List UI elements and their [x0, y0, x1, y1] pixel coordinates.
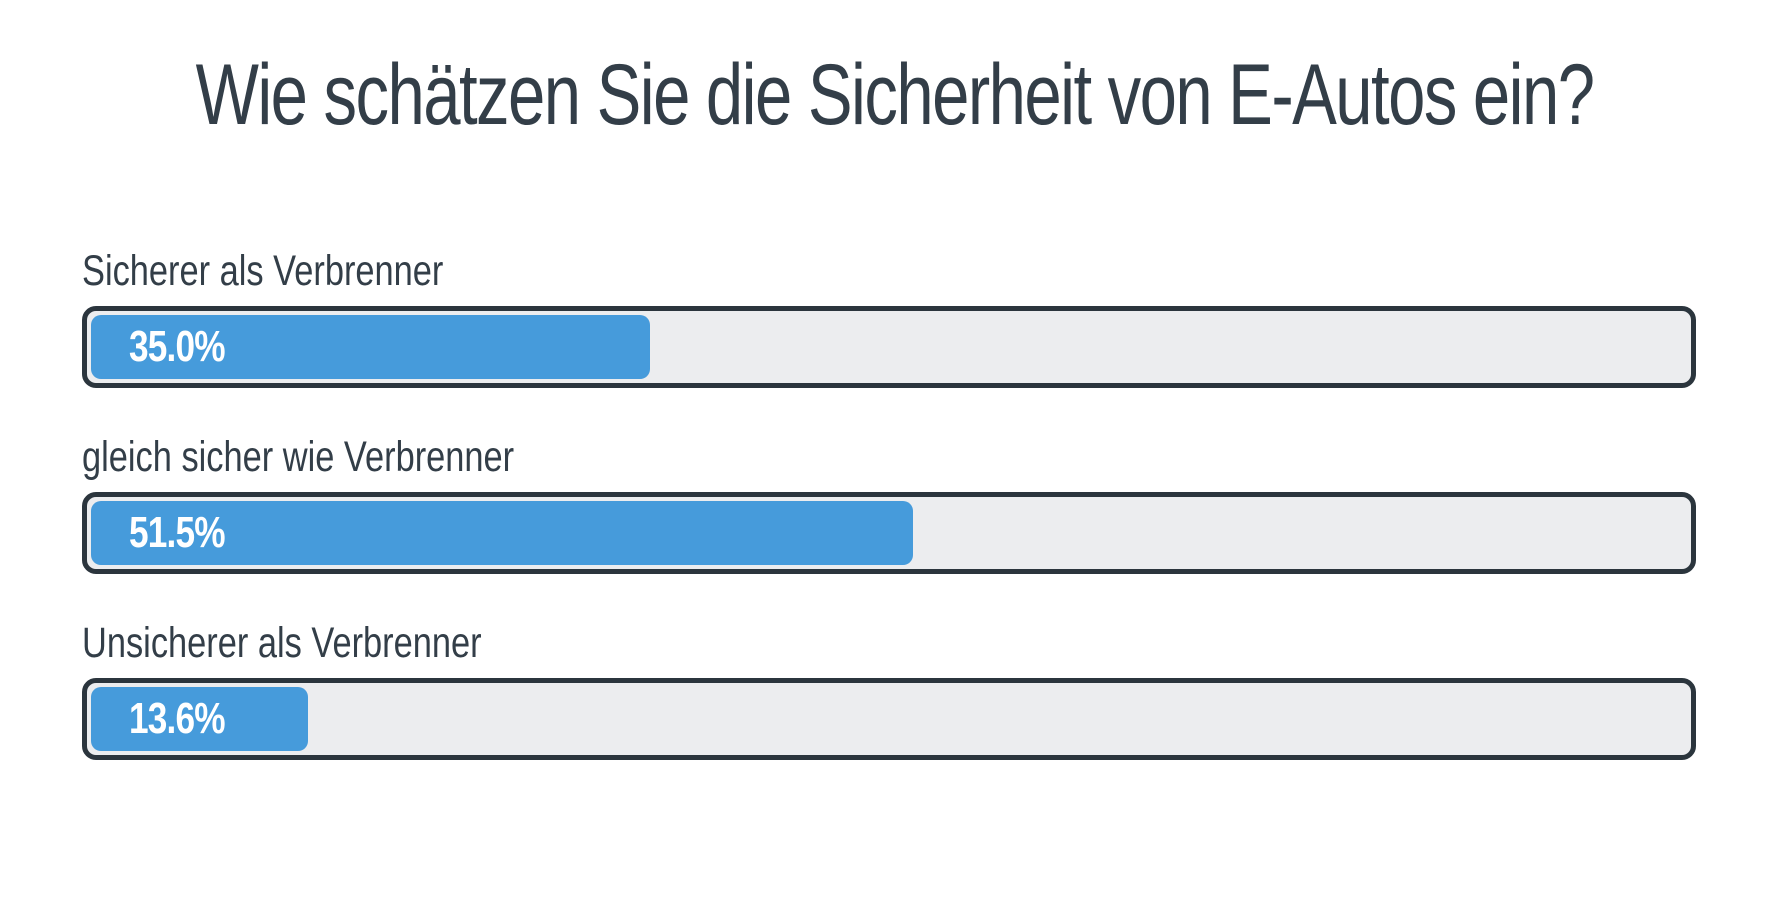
option-label: Unsicherer als Verbrenner: [82, 619, 482, 667]
bar-value-label: 51.5%: [129, 508, 226, 557]
bar-track: 51.5%: [82, 492, 1696, 574]
bar-fill: 35.0%: [91, 315, 650, 379]
poll-option: gleich sicher wie Verbrenner 51.5%: [82, 430, 1696, 574]
bar-track: 13.6%: [82, 678, 1696, 760]
poll-option: Unsicherer als Verbrenner 13.6%: [82, 616, 1696, 760]
poll-results: Sicherer als Verbrenner 35.0% gleich sic…: [82, 244, 1696, 802]
bar-value-label: 35.0%: [129, 322, 226, 371]
bar-fill: 51.5%: [91, 501, 913, 565]
poll-option: Sicherer als Verbrenner 35.0%: [82, 244, 1696, 388]
bar-fill: 13.6%: [91, 687, 309, 751]
option-label: Sicherer als Verbrenner: [82, 247, 444, 295]
poll-title: Wie schätzen Sie die Sicherheit von E-Au…: [195, 47, 1596, 143]
option-label: gleich sicher wie Verbrenner: [82, 433, 515, 481]
bar-track: 35.0%: [82, 306, 1696, 388]
bar-value-label: 13.6%: [129, 694, 226, 743]
